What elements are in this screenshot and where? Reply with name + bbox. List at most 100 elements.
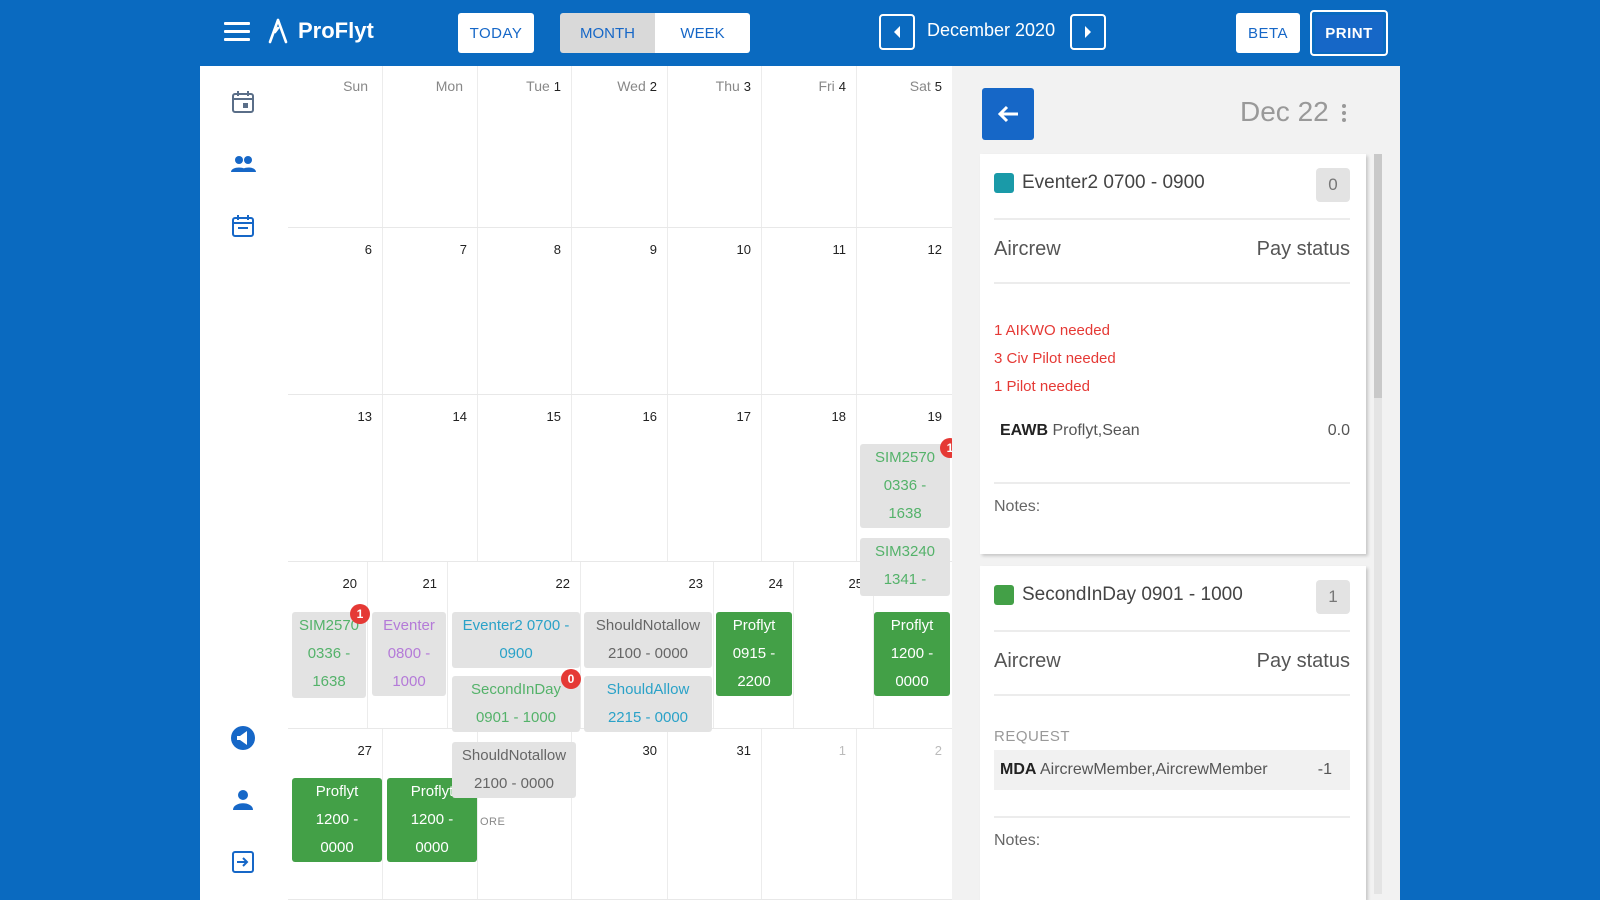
left-rail bbox=[200, 66, 286, 900]
weekday-label: Wed 2 bbox=[617, 78, 657, 94]
today-button[interactable]: TODAY bbox=[458, 13, 534, 53]
day-number: 18 bbox=[831, 409, 846, 424]
chevron-right-icon bbox=[1085, 26, 1091, 38]
calendar-event[interactable]: Proflyt 0915 -2200 bbox=[716, 612, 792, 696]
panel-scrollbar[interactable] bbox=[1374, 154, 1382, 894]
day-cell[interactable]: Sun bbox=[288, 66, 383, 227]
day-number: 22 bbox=[555, 576, 570, 591]
logout-icon[interactable] bbox=[229, 848, 257, 876]
calendar-event[interactable]: SIM2570 0336 -1638 bbox=[860, 444, 950, 528]
day-cell[interactable]: 8 bbox=[478, 228, 572, 394]
weekday-label: Tue 1 bbox=[526, 78, 561, 94]
next-month-button[interactable] bbox=[1070, 14, 1106, 50]
request-row[interactable]: MDA AircrewMember,AircrewMember -1 bbox=[994, 750, 1350, 790]
day-cell[interactable]: Fri 4 bbox=[762, 66, 857, 227]
calendar-event[interactable]: Eventer2 0700 -0900 bbox=[452, 612, 580, 668]
print-button[interactable]: PRINT bbox=[1310, 10, 1388, 56]
day-cell[interactable]: 30 bbox=[572, 729, 668, 899]
back-button[interactable] bbox=[982, 88, 1034, 140]
weekday-label: Sat 5 bbox=[909, 78, 942, 94]
column-headers: Aircrew Pay status bbox=[994, 238, 1350, 260]
arrow-left-icon bbox=[997, 105, 1018, 123]
top-bar: ProFlyt TODAY MONTH WEEK December 2020 B… bbox=[0, 0, 1600, 66]
calendar-day-icon[interactable] bbox=[229, 88, 257, 116]
calendar-event[interactable]: Eventer 0800 -1000 bbox=[372, 612, 446, 696]
day-number: 13 bbox=[357, 409, 372, 424]
day-cell[interactable]: Tue 1 bbox=[478, 66, 572, 227]
hamburger-menu-icon[interactable] bbox=[224, 22, 250, 42]
day-cell[interactable]: 18 bbox=[762, 395, 857, 561]
calendar-event[interactable]: Proflyt 1200 -0000 bbox=[874, 612, 950, 696]
day-cell[interactable]: 12 bbox=[857, 228, 952, 394]
scrollbar-thumb[interactable] bbox=[1374, 154, 1382, 398]
day-cell[interactable]: 6 bbox=[288, 228, 383, 394]
day-cell[interactable]: 2 bbox=[857, 729, 952, 899]
beta-button[interactable]: BETA bbox=[1236, 13, 1300, 53]
day-number: 2 bbox=[934, 743, 942, 758]
weekday-label: Sun bbox=[343, 78, 368, 94]
event-card[interactable]: SecondInDay 0901 - 1000 1 Aircrew Pay sta… bbox=[980, 566, 1366, 900]
day-cell[interactable]: 24 bbox=[714, 562, 794, 728]
day-cell[interactable]: Mon bbox=[383, 66, 478, 227]
day-number: 23 bbox=[688, 576, 703, 591]
day-cell[interactable]: 17 bbox=[668, 395, 762, 561]
day-cell[interactable]: 19 bbox=[857, 395, 952, 561]
day-number: 31 bbox=[736, 743, 751, 758]
main-panel: Sun Mon Tue 1 Wed 2 Thu 3 Fri 4 Sat 5 6 7 8 9… bbox=[200, 66, 1400, 900]
week-row-2: 6 7 8 9 10 11 12 bbox=[288, 228, 952, 395]
day-cell[interactable]: 14 bbox=[383, 395, 478, 561]
calendar-event[interactable]: SecondInDay 0901 - 1000 bbox=[452, 676, 580, 732]
day-cell[interactable]: Thu 3 bbox=[668, 66, 762, 227]
crew-row[interactable]: EAWB Proflyt,Sean 0.0 bbox=[1000, 422, 1350, 439]
app-logo: ProFlyt bbox=[266, 18, 374, 44]
tab-week[interactable]: WEEK bbox=[655, 13, 750, 53]
calendar-event[interactable]: Proflyt 1200 -0000 bbox=[292, 778, 382, 862]
day-cell[interactable]: 31 bbox=[668, 729, 762, 899]
day-cell[interactable]: 27 bbox=[288, 729, 383, 899]
megaphone-icon[interactable] bbox=[229, 724, 257, 752]
day-cell[interactable]: Wed 2 bbox=[572, 66, 668, 227]
day-cell[interactable]: 22 bbox=[448, 562, 581, 728]
day-cell[interactable]: 15 bbox=[478, 395, 572, 561]
day-cell[interactable]: 1 bbox=[762, 729, 857, 899]
day-cell[interactable]: 9 bbox=[572, 228, 668, 394]
people-icon[interactable] bbox=[229, 150, 257, 178]
event-card[interactable]: Eventer2 0700 - 0900 0 Aircrew Pay status… bbox=[980, 154, 1366, 554]
need-item: 1 AIKWO needed bbox=[994, 322, 1110, 339]
tab-month[interactable]: MONTH bbox=[560, 13, 655, 53]
day-cell[interactable]: 25 bbox=[794, 562, 874, 728]
divider bbox=[994, 482, 1350, 484]
day-cell[interactable]: 16 bbox=[572, 395, 668, 561]
card-title: Eventer2 0700 - 0900 bbox=[994, 172, 1205, 194]
day-number: 19 bbox=[927, 409, 942, 424]
day-cell[interactable]: 7 bbox=[383, 228, 478, 394]
calendar-event[interactable]: ShouldAllow 2215 - 0000 bbox=[584, 676, 712, 732]
proflyt-logo-icon bbox=[268, 18, 288, 44]
need-item: 1 Pilot needed bbox=[994, 378, 1090, 395]
day-cell[interactable]: 11 bbox=[762, 228, 857, 394]
day-cell[interactable]: 21 bbox=[368, 562, 448, 728]
calendar-event[interactable]: ShouldNotallow 2100 - 0000 bbox=[452, 742, 576, 798]
week-row-1: Sun Mon Tue 1 Wed 2 Thu 3 Fri 4 Sat 5 bbox=[288, 66, 952, 228]
day-cell[interactable]: 10 bbox=[668, 228, 762, 394]
calendar-event-icon[interactable] bbox=[229, 212, 257, 240]
person-icon[interactable] bbox=[229, 786, 257, 814]
day-number: 27 bbox=[357, 743, 372, 758]
notes-label: Notes: bbox=[994, 498, 1041, 515]
day-cell[interactable]: 20 bbox=[288, 562, 368, 728]
color-swatch bbox=[994, 173, 1014, 193]
day-cell[interactable]: Sat 5 bbox=[857, 66, 952, 227]
divider bbox=[994, 694, 1350, 696]
day-cell[interactable]: 23 bbox=[581, 562, 714, 728]
more-events-link[interactable]: ORE bbox=[480, 816, 506, 828]
prev-month-button[interactable] bbox=[879, 14, 915, 50]
day-cell[interactable]: 13 bbox=[288, 395, 383, 561]
week-row-3: 13 14 15 16 17 18 19 bbox=[288, 395, 952, 562]
day-cell[interactable] bbox=[478, 729, 572, 899]
calendar-event[interactable]: SIM2570 0336 -1638 bbox=[292, 612, 366, 698]
calendar-event[interactable]: ShouldNotallow 2100 - 0000 bbox=[584, 612, 712, 668]
divider bbox=[994, 282, 1350, 284]
need-item: 3 Civ Pilot needed bbox=[994, 350, 1116, 367]
more-options-icon[interactable] bbox=[1342, 104, 1348, 126]
